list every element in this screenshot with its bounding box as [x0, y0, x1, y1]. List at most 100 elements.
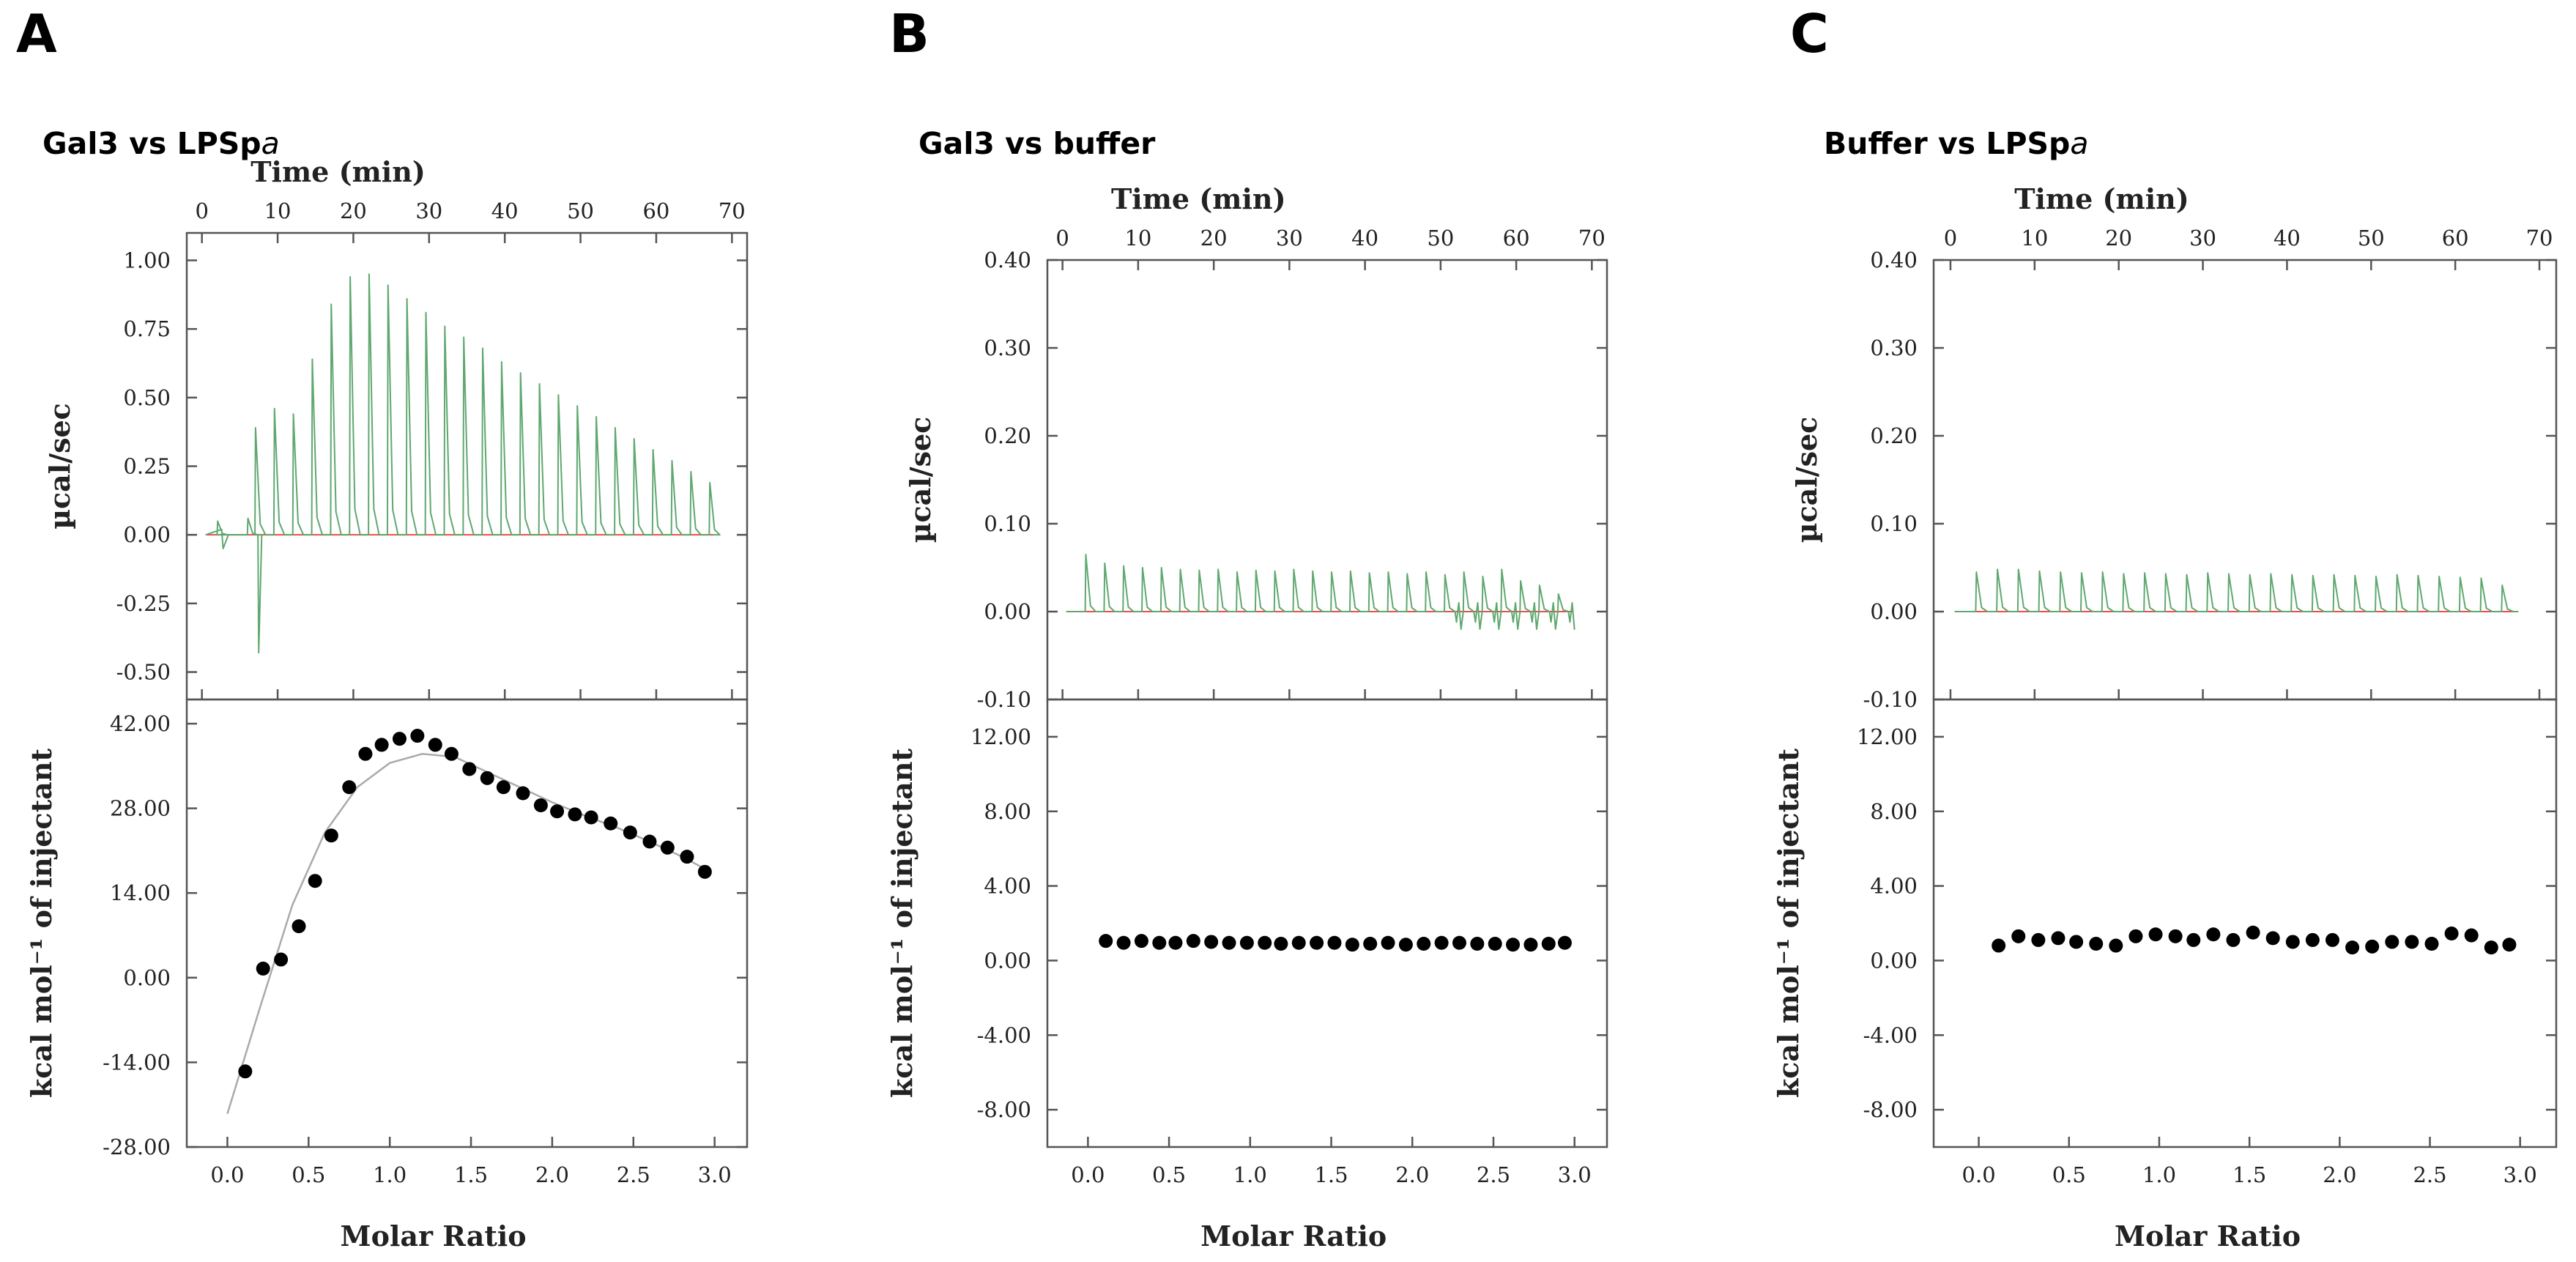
data-point — [1345, 938, 1359, 952]
data-point — [1398, 938, 1413, 952]
data-point — [1523, 938, 1538, 952]
data-point — [428, 738, 442, 752]
data-point — [238, 1064, 253, 1079]
integrated-ytick-label: 0.00 — [984, 948, 1031, 973]
integrated-plot-frame — [185, 698, 749, 1148]
data-point — [2502, 938, 2517, 952]
data-point — [2186, 932, 2201, 947]
ratio-tick-label: 1.0 — [373, 1162, 407, 1187]
data-point — [1258, 935, 1272, 950]
raw-ylabel: µcal/sec — [1790, 417, 1823, 543]
integrated-ytick-label: 4.00 — [1870, 874, 1918, 899]
time-tick-label: 0 — [1055, 226, 1069, 250]
integrated-ytick-label: 4.00 — [984, 874, 1031, 899]
integrated-ytick-label: 12.00 — [1857, 724, 1918, 749]
data-point — [410, 729, 425, 743]
data-point — [392, 732, 407, 746]
data-point — [2285, 935, 2300, 949]
data-point — [1168, 935, 1183, 950]
panel-a-chart: 0 10 20 30 40 50 60 70 Time (min) -0.50 -0.25 0.00 0… — [25, 155, 749, 1252]
data-point — [2148, 927, 2163, 942]
integrated-ytick-label: -4.00 — [977, 1022, 1031, 1047]
ratio-tick-label: 2.5 — [2413, 1162, 2446, 1187]
data-point — [358, 746, 373, 761]
raw-ytick-label: 0.20 — [1870, 423, 1918, 448]
ratio-tick-label: 2.5 — [1477, 1162, 1510, 1187]
time-tick-label: 20 — [340, 198, 367, 223]
data-point — [1291, 935, 1306, 950]
ratio-tick-label: 1.5 — [1314, 1162, 1348, 1187]
data-point — [2089, 937, 2104, 951]
data-point — [1152, 935, 1167, 950]
ratio-tick-label: 2.0 — [1395, 1162, 1429, 1187]
time-tick-label: 60 — [2442, 226, 2469, 250]
data-point — [2128, 929, 2143, 943]
data-point — [324, 828, 338, 843]
time-tick-label: 0 — [195, 198, 208, 223]
data-point — [697, 864, 712, 879]
ratio-tick-label: 1.5 — [454, 1162, 488, 1187]
data-point — [292, 919, 306, 934]
integrated-ytick-label: 12.00 — [970, 724, 1031, 749]
ratio-tick-label: 0.5 — [2052, 1162, 2086, 1187]
time-tick-label: 0 — [1944, 226, 1957, 250]
panel-title-text: Buffer vs LPSp — [1824, 126, 2071, 161]
ratio-tick-label: 0.0 — [210, 1162, 244, 1187]
integrated-ytick-label: 28.00 — [110, 796, 171, 821]
ratio-tick-label: 0.5 — [292, 1162, 325, 1187]
ratio-axis-label: Molar Ratio — [2115, 1220, 2301, 1252]
integrated-ytick-label: 8.00 — [984, 799, 1031, 824]
panel-c-chart: 0 10 20 30 40 50 60 70 Time (min) -0.10 0.00 0.10 0.… — [1772, 182, 2558, 1252]
ratio-tick-label: 1.0 — [1233, 1162, 1267, 1187]
panel-c: C Buffer vs LPSpa 0 10 20 30 40 50 60 70 Time (m… — [1749, 0, 2576, 1262]
time-tick-label: 40 — [2274, 226, 2301, 250]
panel-title-text: Gal3 vs LPSp — [42, 126, 261, 161]
data-point — [2031, 932, 2046, 947]
data-point — [2206, 927, 2221, 942]
data-point — [2109, 938, 2123, 953]
integrated-ylabel: kcal mol⁻¹ of injectant — [886, 749, 918, 1099]
data-point — [1310, 935, 1324, 950]
panel-title-text: Gal3 vs buffer — [918, 126, 1156, 161]
data-point — [1417, 937, 1431, 951]
data-point — [2325, 932, 2339, 947]
time-axis-label: Time (min) — [250, 155, 426, 188]
panel-b: B Gal3 vs buffer 0 10 20 30 40 50 60 70 Time (mi… — [875, 0, 1731, 1262]
data-point — [604, 816, 618, 831]
integrated-ylabel: kcal mol⁻¹ of injectant — [25, 749, 58, 1099]
integrated-plot-frame — [1932, 698, 2558, 1148]
time-tick-label: 70 — [2526, 226, 2553, 250]
data-point — [642, 834, 657, 849]
data-point — [1488, 937, 1502, 951]
data-point — [2246, 925, 2260, 940]
ratio-tick-label: 3.0 — [2503, 1162, 2537, 1187]
data-point — [1470, 937, 1485, 951]
ratio-tick-label: 1.0 — [2142, 1162, 2176, 1187]
data-point — [2069, 935, 2084, 949]
data-point — [1381, 935, 1395, 950]
data-point — [516, 786, 530, 801]
ratio-tick-label: 3.0 — [698, 1162, 732, 1187]
data-point — [1274, 937, 1288, 951]
data-point — [1204, 935, 1219, 949]
data-point — [623, 825, 637, 840]
data-point — [2464, 928, 2479, 943]
raw-ytick-label: -0.50 — [116, 660, 171, 685]
ratio-axis-label: Molar Ratio — [1200, 1220, 1387, 1252]
data-point — [1434, 935, 1449, 950]
data-point — [2424, 937, 2439, 951]
raw-ytick-label: 0.50 — [123, 385, 171, 410]
data-point — [2484, 940, 2498, 955]
data-point — [1452, 935, 1466, 950]
panel-title: Gal3 vs LPSpa — [42, 126, 280, 161]
raw-ytick-label: 0.00 — [1870, 599, 1918, 624]
time-tick-label: 50 — [1427, 226, 1454, 250]
data-point — [342, 780, 357, 795]
integrated-ytick-label: 0.00 — [123, 965, 171, 990]
raw-ytick-label: 0.75 — [123, 316, 171, 341]
raw-ylabel: µcal/sec — [43, 403, 76, 530]
time-tick-label: 50 — [567, 198, 594, 223]
data-point — [2405, 935, 2419, 949]
data-point — [1222, 935, 1236, 950]
